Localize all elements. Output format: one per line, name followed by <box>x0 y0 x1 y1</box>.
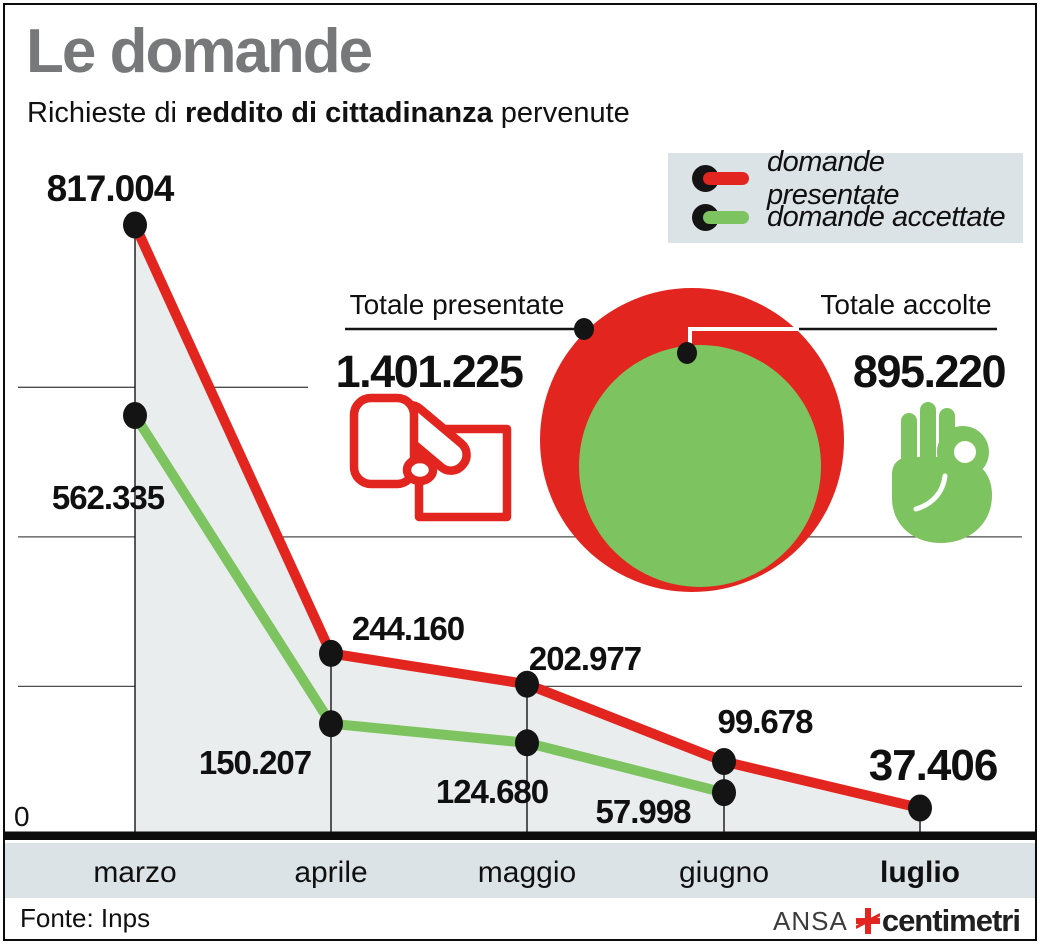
subtitle: Richieste di reddito di cittadinanza per… <box>27 97 630 130</box>
data-point <box>712 779 736 807</box>
data-point <box>908 794 932 822</box>
centimetri-cross-icon <box>855 908 880 934</box>
y-axis-zero-label: 0 <box>14 801 30 832</box>
presented-pointer-dot <box>574 318 594 340</box>
legend-label: domande presentate <box>767 145 900 211</box>
total-accepted-value: 895.220 <box>852 346 1007 397</box>
data-point <box>712 748 736 775</box>
value-label: 99.678 <box>717 703 814 740</box>
x-tick-marzo: marzo <box>93 856 177 889</box>
subtitle-bold: reddito di cittadinanza <box>184 97 493 129</box>
legend-red-line-icon <box>703 172 749 185</box>
x-tick-maggio: maggio <box>477 856 577 889</box>
total-accepted-label: Totale accolte <box>820 289 992 320</box>
legend-label: domande accettate <box>767 201 1006 233</box>
page-title: Le domande <box>26 17 373 86</box>
value-label: 202.977 <box>528 640 642 677</box>
x-axis-band: marzo aprile maggio giugno luglio <box>5 843 1035 898</box>
value-label: 817.004 <box>46 168 175 209</box>
pointer-connectors <box>345 318 997 364</box>
value-label: 150.207 <box>198 744 312 781</box>
total-presented-label: Totale presentate <box>349 289 565 320</box>
legend-green-line-icon <box>703 211 749 224</box>
agency-brand: ANSA centimetri <box>773 903 1021 939</box>
data-point <box>515 729 539 757</box>
value-label: 124.680 <box>435 773 549 810</box>
value-label: 57.998 <box>595 793 692 830</box>
data-point <box>123 211 147 239</box>
subtitle-prefix: Richieste di <box>27 97 185 129</box>
data-point <box>319 639 343 667</box>
ansa-logo: ANSA <box>773 905 848 936</box>
value-label: 562.335 <box>51 479 165 516</box>
legend-item-accettate: domande accettate <box>668 201 1023 234</box>
x-tick-giugno: giugno <box>678 856 770 889</box>
data-point <box>515 670 539 698</box>
red-hand-document-icon <box>349 393 512 522</box>
chart-legend: domande presentate domande accettate <box>668 146 1023 243</box>
value-label: 244.160 <box>351 610 465 647</box>
legend-item-presentate: domande presentate <box>668 146 1023 211</box>
data-point <box>123 402 147 429</box>
x-tick-aprile: aprile <box>294 856 368 889</box>
subtitle-suffix: pervenute <box>492 97 630 129</box>
source-note: Fonte: Inps <box>20 903 151 933</box>
totals-venn <box>540 288 844 592</box>
value-label: 37.406 <box>868 741 999 790</box>
chart-dynamic-layer <box>18 211 1022 836</box>
green-ok-hand-icon <box>892 402 992 543</box>
x-tick-luglio: luglio <box>880 856 960 889</box>
total-presented-value: 1.401.225 <box>335 346 524 397</box>
total-accepted-circle <box>579 345 821 587</box>
data-point <box>319 710 343 738</box>
accepted-line <box>130 410 729 798</box>
accepted-pointer-dot <box>677 342 697 364</box>
centimetri-logo: centimetri <box>881 903 1021 938</box>
x-axis-line <box>5 831 1035 840</box>
